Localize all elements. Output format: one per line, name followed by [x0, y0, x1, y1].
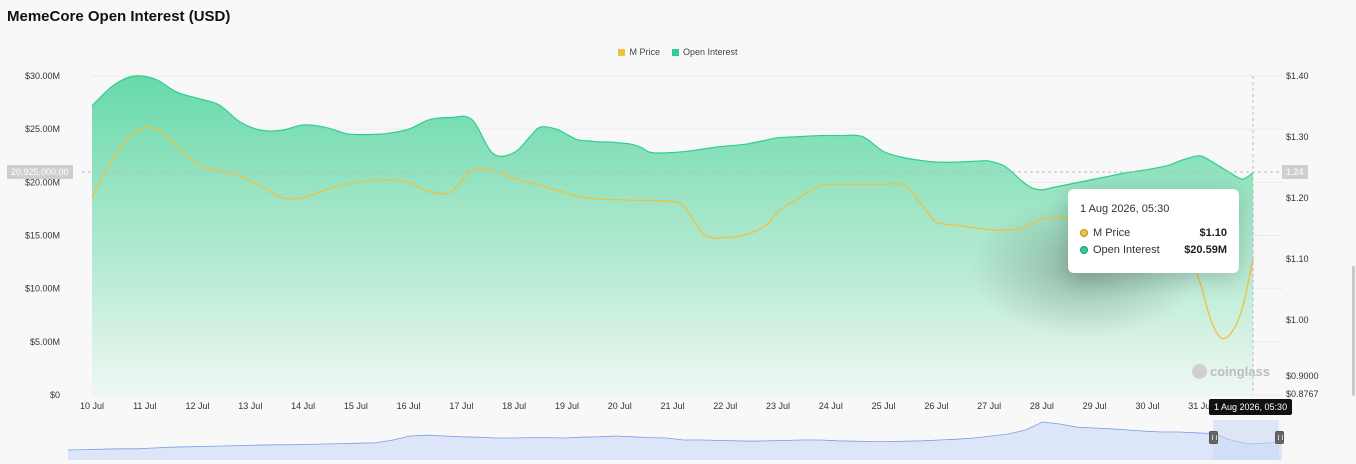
x-tick-label: 30 Jul: [1135, 401, 1159, 411]
x-tick-label: 16 Jul: [397, 401, 421, 411]
x-tick-label: 31 Jul: [1188, 401, 1212, 411]
tooltip: 1 Aug 2026, 05:30 M Price $1.10 Open Int…: [1068, 189, 1239, 273]
x-tick-label: 13 Jul: [238, 401, 262, 411]
watermark: coinglass: [1192, 364, 1270, 379]
tooltip-label-price: M Price: [1093, 226, 1131, 239]
page-title: MemeCore Open Interest (USD): [7, 8, 231, 25]
watermark-text: coinglass: [1210, 364, 1270, 379]
x-tick-label: 14 Jul: [291, 401, 315, 411]
x-tick-label: 27 Jul: [977, 401, 1001, 411]
coinglass-logo-icon: [1192, 364, 1207, 379]
tooltip-value-open-interest: $20.59M: [1184, 243, 1227, 256]
x-tick-label: 17 Jul: [449, 401, 473, 411]
tooltip-label-open-interest: Open Interest: [1093, 243, 1160, 256]
navigator-handle-left[interactable]: [1209, 431, 1218, 444]
crosshair-y-right-label: 1.24: [1282, 165, 1308, 179]
y-left-tick-label: $20.00M: [25, 177, 60, 187]
y-axis-right: $0.8767 $0.9000 $1.00 $1.10 $1.20 $1.30 $1.40: [1286, 71, 1319, 399]
y-left-tick-label: $5.00M: [30, 337, 60, 347]
tooltip-row-open-interest: Open Interest $20.59M: [1080, 241, 1227, 258]
page-scrollbar[interactable]: [1352, 266, 1355, 396]
y-right-tick-label: $1.10: [1286, 254, 1309, 264]
x-tick-label: 21 Jul: [660, 401, 684, 411]
legend-item-open-interest[interactable]: Open Interest: [671, 47, 738, 57]
x-tick-label: 19 Jul: [555, 401, 579, 411]
x-tick-label: 22 Jul: [713, 401, 737, 411]
y-right-tick-label: $0.9000: [1286, 371, 1319, 381]
y-right-tick-label: $1.20: [1286, 193, 1309, 203]
crosshair: [82, 76, 1283, 395]
y-left-tick-label: $10.00M: [25, 284, 60, 294]
y-left-tick-label: $0: [50, 390, 60, 400]
navigator-selection[interactable]: [1213, 420, 1279, 460]
navigator[interactable]: [67, 420, 1283, 460]
y-left-tick-label: $15.00M: [25, 231, 60, 241]
y-left-tick-label: $30.00M: [25, 71, 60, 81]
x-axis: 10 Jul 11 Jul 12 Jul 13 Jul 14 Jul 15 Jul 16 J…: [80, 401, 1212, 411]
y-right-tick-label: $1.00: [1286, 315, 1309, 325]
x-tick-label: 24 Jul: [819, 401, 843, 411]
open-interest-series: [91, 75, 1254, 395]
legend-item-price[interactable]: M Price: [618, 47, 660, 57]
x-tick-label: 23 Jul: [766, 401, 790, 411]
y-right-tick-label: $0.8767: [1286, 389, 1319, 399]
open-interest-area: [92, 75, 1253, 395]
legend: M Price Open Interest: [0, 47, 1356, 57]
legend-swatch-price: [618, 48, 626, 56]
y-axis-left: $0 $5.00M $10.00M $15.00M $20.00M $25.00M $30.…: [25, 71, 60, 400]
y-left-tick-label: $25.00M: [25, 124, 60, 134]
tooltip-dot-price: [1080, 228, 1088, 237]
legend-swatch-open-interest: [671, 48, 679, 56]
navigator-area: [68, 422, 1282, 460]
crosshair-y-left-label: 20,925,000.00: [7, 165, 73, 179]
x-tick-label: 18 Jul: [502, 401, 526, 411]
x-tick-label: 29 Jul: [1083, 401, 1107, 411]
legend-label-open-interest: Open Interest: [682, 47, 738, 57]
y-right-tick-label: $1.30: [1286, 132, 1309, 142]
tooltip-value-price: $1.10: [1199, 226, 1227, 239]
x-tick-label: 11 Jul: [133, 401, 156, 411]
x-tick-label: 28 Jul: [1030, 401, 1054, 411]
tooltip-dot-open-interest: [1080, 245, 1088, 254]
x-tick-label: 26 Jul: [924, 401, 948, 411]
y-right-tick-label: $1.40: [1286, 71, 1309, 81]
open-interest-line: [91, 75, 1254, 191]
x-tick-label: 12 Jul: [186, 401, 210, 411]
navigator-line: [67, 421, 1283, 451]
navigator-handle-right[interactable]: [1275, 431, 1284, 444]
legend-label-price: M Price: [629, 47, 660, 57]
x-tick-label: 25 Jul: [872, 401, 896, 411]
x-tick-label: 15 Jul: [344, 401, 368, 411]
crosshair-x-label: 1 Aug 2026, 05:30: [1209, 399, 1293, 415]
x-tick-label: 20 Jul: [608, 401, 632, 411]
tooltip-title: 1 Aug 2026, 05:30: [1080, 203, 1170, 215]
x-tick-label: 10 Jul: [80, 401, 104, 411]
tooltip-row-price: M Price $1.10: [1080, 224, 1227, 241]
